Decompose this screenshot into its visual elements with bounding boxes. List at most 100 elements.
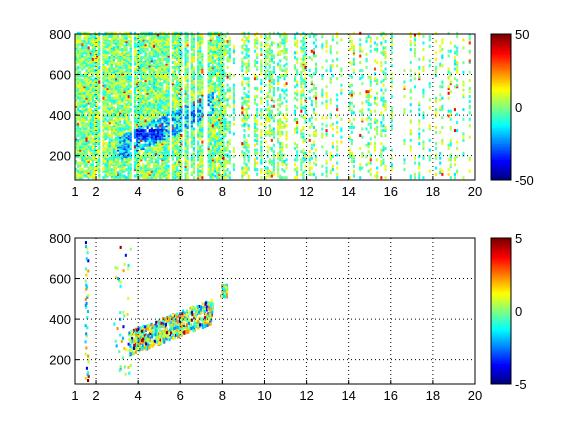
heatmap-cell [272, 31, 276, 35]
heatmap-cell [127, 127, 130, 131]
heatmap-cell [108, 67, 111, 71]
heatmap-cell [148, 93, 151, 97]
heatmap-cell [136, 119, 139, 123]
heatmap-cell [129, 163, 132, 167]
heatmap-cell [85, 64, 88, 68]
heatmap-cell [197, 70, 200, 74]
heatmap-cell [138, 109, 141, 113]
heatmap-cell [218, 119, 221, 123]
heatmap-cell [138, 65, 141, 69]
heatmap-cell [178, 56, 181, 60]
heatmap-cell [264, 140, 267, 144]
heatmap-cell [167, 33, 170, 37]
heatmap-cell [218, 67, 221, 71]
heatmap-cell [93, 143, 97, 147]
heatmap-cell [222, 171, 225, 175]
heatmap-cell [144, 119, 147, 123]
heatmap-cell [176, 87, 179, 90]
heatmap-cell [243, 134, 246, 137]
heatmap-cell [201, 160, 204, 163]
heatmap-cell [159, 72, 162, 76]
heatmap-cell [102, 51, 105, 55]
heatmap-cell [159, 85, 162, 89]
heatmap-cell [146, 83, 149, 87]
heatmap-cell [117, 67, 120, 71]
heatmap-cell [201, 140, 204, 144]
heatmap-cell [133, 87, 137, 90]
heatmap-cell [155, 135, 158, 139]
heatmap-cell [211, 67, 214, 71]
heatmap-cell [264, 74, 267, 77]
heatmap-cell [228, 56, 231, 60]
heatmap-cell [207, 52, 210, 56]
heatmap-cell [190, 104, 193, 108]
heatmap-cell [125, 85, 128, 89]
heatmap-cell [178, 111, 181, 115]
heatmap-cell [220, 62, 223, 66]
heatmap-cell [89, 121, 92, 124]
heatmap-cell [190, 64, 193, 68]
heatmap-cell [216, 85, 219, 89]
heatmap-cell [213, 46, 217, 50]
heatmap-cell [161, 62, 164, 66]
heatmap-cell [121, 48, 124, 51]
heatmap-cell [218, 104, 221, 108]
heatmap-cell [146, 147, 149, 150]
heatmap-cell [207, 39, 210, 43]
heatmap-cell [184, 74, 187, 77]
heatmap-cell [209, 72, 212, 76]
heatmap-cell [152, 108, 156, 112]
heatmap-cell [197, 51, 200, 55]
heatmap-cell [197, 82, 200, 86]
heatmap-cell [157, 143, 160, 147]
heatmap-cell [197, 78, 200, 82]
heatmap-cell [171, 33, 174, 37]
heatmap-cell [216, 172, 219, 176]
heatmap-cell [201, 121, 204, 124]
heatmap-cell [115, 132, 118, 136]
heatmap-cell [133, 122, 137, 126]
heatmap-cell [133, 145, 137, 149]
heatmap-cell [197, 88, 200, 92]
heatmap-cell [115, 148, 118, 152]
heatmap-cell [106, 135, 109, 139]
heatmap-cell [176, 83, 179, 87]
heatmap-cell [199, 98, 202, 102]
heatmap-cell [163, 101, 166, 105]
heatmap-cell [184, 145, 187, 149]
heatmap-cell [129, 166, 132, 170]
heatmap-cell [176, 168, 179, 172]
heatmap-cell [83, 101, 86, 105]
heatmap-cell [253, 87, 257, 90]
heatmap-cell [129, 108, 132, 112]
heatmap-cell [79, 163, 82, 167]
heatmap-cell [260, 160, 263, 163]
heatmap-cell [213, 85, 217, 89]
heatmap-cell [117, 145, 120, 149]
heatmap-cell [167, 52, 170, 56]
heatmap-cell [163, 43, 166, 47]
heatmap-cell [178, 119, 181, 123]
heatmap-cell [270, 78, 273, 82]
heatmap-cell [81, 43, 84, 47]
heatmap-cell [127, 171, 130, 175]
heatmap-cell [106, 69, 109, 73]
heatmap-cell [207, 127, 210, 131]
heatmap-cell [167, 90, 170, 94]
heatmap-cell [129, 62, 132, 66]
heatmap-cell [81, 114, 84, 118]
heatmap-cell [127, 98, 130, 102]
heatmap-cell [167, 124, 170, 128]
heatmap-cell [93, 83, 97, 87]
heatmap-cell [77, 72, 80, 76]
heatmap-cell [245, 171, 248, 175]
heatmap-cell [98, 70, 101, 74]
heatmap-cell [91, 176, 94, 180]
heatmap-cell [136, 78, 139, 82]
heatmap-cell [266, 168, 269, 172]
heatmap-cell [125, 104, 128, 108]
heatmap-cell [184, 85, 187, 89]
heatmap-cell [138, 108, 141, 112]
heatmap-cell [87, 96, 90, 100]
heatmap-cell [161, 59, 164, 63]
